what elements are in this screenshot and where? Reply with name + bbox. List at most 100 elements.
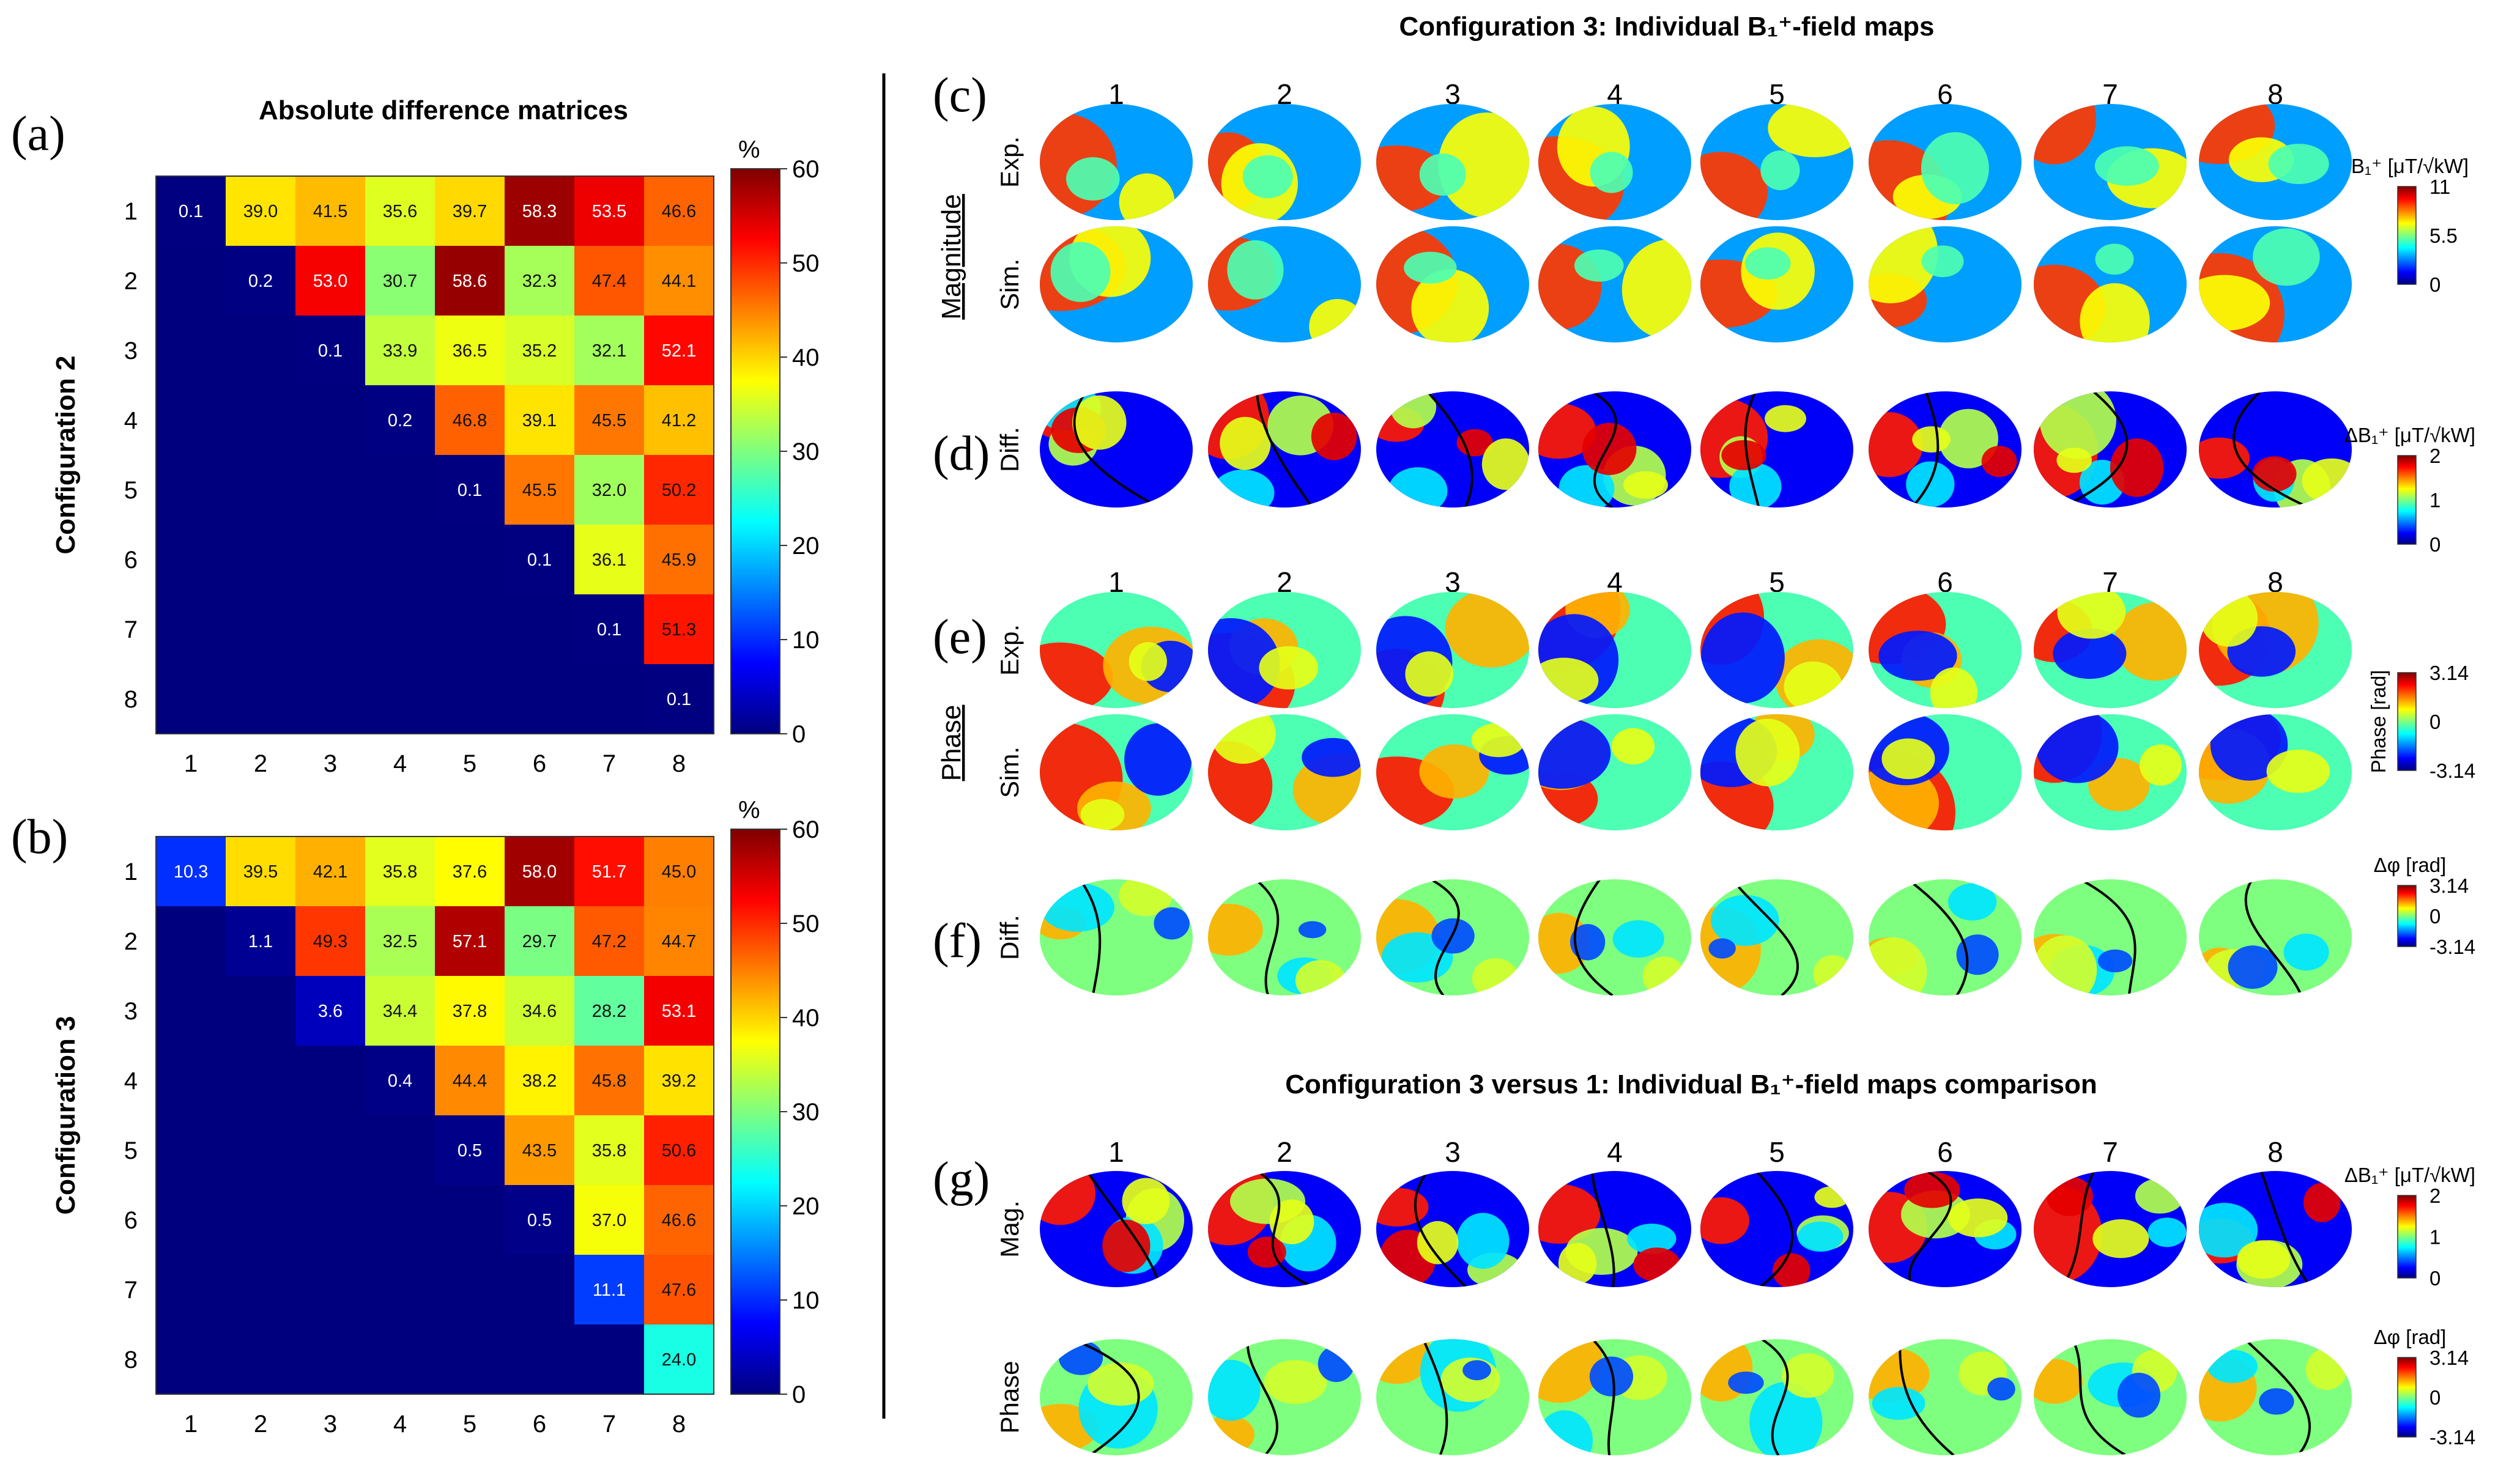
heatmap-cell [365,455,435,525]
map-blob [1295,960,1346,995]
map-colorbar-tick-label: 1 [2429,489,2440,512]
heatmap-cell [295,837,366,907]
zero-contour [2061,391,2129,508]
heatmap-cell [574,246,645,316]
map-blob [1574,249,1624,282]
channel-header: 8 [2267,1136,2283,1168]
zero-contour [1910,391,1940,508]
heatmap-cell [365,594,435,665]
heatmap-cell [226,525,296,595]
map-blob [1311,412,1357,460]
map-blob [1050,242,1111,302]
cell-value-label: 36.5 [453,341,487,361]
heatmap-cell [226,1185,296,1255]
heatmap-cell [365,385,435,456]
zero-contour [1590,1171,1615,1287]
cell-value-label: 29.7 [522,932,557,951]
heatmap-cell [226,1046,296,1116]
cell-value-label: 41.2 [662,411,696,430]
map-blob [1772,1253,1810,1287]
map-blob [1538,1339,1603,1403]
column-tick-label: 3 [324,1411,337,1438]
heatmap-cell [574,176,645,246]
cell-value-label: 53.5 [592,202,626,221]
field-map-mag [1376,104,1529,220]
map-blob [1210,714,1276,764]
heatmap-cell [365,316,435,386]
heatmap-cell [295,1185,366,1255]
map-blob [2207,1350,2258,1383]
map-blob [1558,1243,1597,1284]
field-map-dmag [1040,1171,1193,1287]
colorbar-tick-label: 20 [792,533,820,560]
cell-value-label: 51.3 [662,620,696,640]
channel-header: 4 [1607,1136,1623,1168]
map-blob [2057,592,2126,639]
map-blob [1721,440,1766,471]
heatmap-cell [505,1185,575,1255]
heatmap-cell [435,455,505,525]
cell-value-label: 39.0 [243,202,278,221]
map-colorbar-tick-label: 0 [2429,533,2440,556]
field-map-dmag [1700,1171,1853,1287]
heatmap-cell [644,1046,714,1116]
field-map-mag [1538,104,1691,220]
zero-contour [1429,879,1460,995]
field-map-phase [2199,714,2352,830]
map-blob [1869,140,1950,220]
row-tick-label: 5 [124,1137,138,1164]
heatmap-cell [226,1324,296,1395]
row-tick-label: 8 [124,686,138,713]
zero-contour [1086,1171,1162,1287]
zero-contour [2244,879,2303,995]
cell-value-label: 35.6 [383,202,417,221]
cell-value-label: 37.0 [592,1211,626,1230]
map-blob [2237,1240,2291,1279]
cell-value-label: 39.2 [662,1071,696,1091]
magnitude-label: Magnitude [936,194,966,319]
heatmap-cell [365,1115,435,1186]
cell-value-label: 35.2 [522,341,557,361]
row-tick-label: 6 [124,547,138,574]
row-label: Exp. [995,624,1024,676]
field-map-dmag [2034,1171,2187,1287]
map-blob [1066,157,1120,201]
map-blob [1881,738,1935,780]
map-blob [1376,1187,1429,1227]
map-blob [2034,935,2097,995]
field-map-phase [1538,714,1691,830]
map-blob [1102,1219,1151,1272]
field-map-phase [1208,592,1361,708]
row-tick-label: 5 [124,477,138,504]
map-colorbar-tick-label: -3.14 [2429,936,2475,958]
heatmap-cell [644,246,714,316]
colorbar-unit: % [738,797,760,824]
heatmap-cell [365,664,435,734]
field-map-dphase [1040,879,1193,995]
column-tick-label: 8 [672,1411,686,1438]
map-colorbar-tick-label: 2 [2429,1184,2440,1207]
map-blob [1784,661,1842,708]
channel-header: 7 [2102,1136,2118,1168]
phase-label: Phase [936,705,966,781]
cell-value-label: 0.4 [388,1071,412,1091]
map-blob [1220,416,1271,470]
heatmap-cell [295,525,366,595]
panel-label-f: (f) [933,914,982,968]
heatmap-cell [574,664,645,734]
map-colorbar-tick-label: 2 [2429,445,2440,467]
channel-header: 2 [1277,1136,1292,1168]
heatmap-cell [156,1115,226,1186]
heatmap-cell [156,455,226,525]
zero-contour [2061,1171,2095,1287]
zero-contour [1573,879,1614,995]
zero-contour [2079,879,2136,995]
heatmap-cell [365,976,435,1046]
map-blob [2036,714,2119,783]
zero-contour [1908,1171,1952,1287]
heatmap-cell [226,906,296,977]
heatmap-cell [644,664,714,734]
matrix-frame [155,836,714,1395]
